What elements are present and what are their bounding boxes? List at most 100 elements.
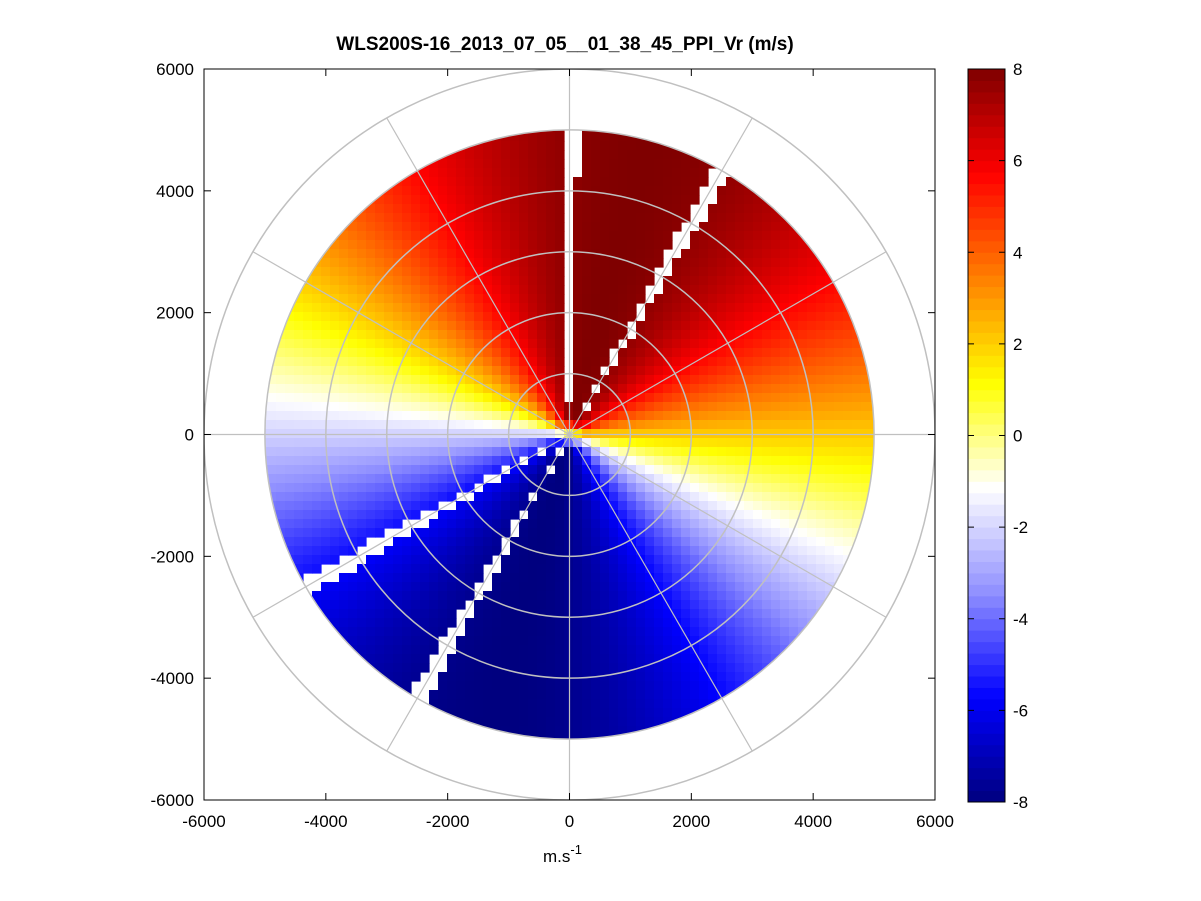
velocity-cell bbox=[384, 249, 394, 259]
velocity-cell bbox=[303, 303, 313, 313]
velocity-cell bbox=[294, 357, 304, 367]
velocity-cell bbox=[528, 429, 538, 439]
velocity-cell bbox=[591, 699, 601, 709]
velocity-cell bbox=[321, 465, 331, 475]
velocity-cell bbox=[537, 357, 547, 367]
velocity-cell bbox=[546, 303, 556, 313]
velocity-cell bbox=[456, 420, 466, 430]
velocity-cell bbox=[321, 339, 331, 349]
velocity-cell bbox=[744, 231, 754, 241]
velocity-cell bbox=[465, 420, 475, 430]
velocity-cell bbox=[789, 564, 799, 574]
velocity-cell bbox=[420, 573, 430, 583]
velocity-cell bbox=[609, 582, 619, 592]
colorbar-step bbox=[968, 286, 1005, 299]
velocity-cell bbox=[519, 681, 529, 691]
velocity-cell bbox=[402, 213, 412, 223]
velocity-cell bbox=[321, 384, 331, 394]
velocity-cell bbox=[447, 582, 457, 592]
velocity-cell bbox=[699, 375, 709, 385]
velocity-cell bbox=[744, 555, 754, 565]
velocity-cell bbox=[744, 582, 754, 592]
velocity-cell bbox=[726, 636, 736, 646]
velocity-cell bbox=[582, 285, 592, 295]
velocity-cell bbox=[303, 438, 313, 448]
velocity-cell bbox=[798, 519, 808, 529]
velocity-cell bbox=[483, 285, 493, 295]
velocity-cell bbox=[573, 438, 583, 448]
velocity-cell bbox=[564, 654, 574, 664]
velocity-cell bbox=[582, 600, 592, 610]
velocity-cell bbox=[429, 249, 439, 259]
velocity-cell bbox=[546, 681, 556, 691]
velocity-cell bbox=[510, 150, 520, 160]
velocity-cell bbox=[753, 528, 763, 538]
velocity-cell bbox=[690, 402, 700, 412]
velocity-cell bbox=[618, 465, 628, 475]
velocity-cell bbox=[402, 627, 412, 637]
velocity-cell bbox=[474, 312, 484, 322]
velocity-cell bbox=[420, 627, 430, 637]
velocity-cell bbox=[780, 537, 790, 547]
velocity-cell bbox=[321, 330, 331, 340]
velocity-cell bbox=[780, 501, 790, 511]
velocity-cell bbox=[591, 717, 601, 727]
velocity-cell bbox=[816, 411, 826, 421]
velocity-cell bbox=[573, 267, 583, 277]
velocity-cell bbox=[717, 411, 727, 421]
velocity-cell bbox=[438, 267, 448, 277]
velocity-cell bbox=[789, 573, 799, 583]
velocity-cell bbox=[510, 159, 520, 169]
velocity-cell bbox=[735, 636, 745, 646]
velocity-cell bbox=[465, 294, 475, 304]
velocity-cell bbox=[456, 294, 466, 304]
velocity-cell bbox=[717, 573, 727, 583]
velocity-cell bbox=[762, 528, 772, 538]
velocity-cell bbox=[870, 411, 875, 421]
velocity-cell bbox=[834, 429, 844, 439]
velocity-cell bbox=[663, 654, 673, 664]
velocity-cell bbox=[393, 267, 403, 277]
velocity-cell bbox=[798, 528, 808, 538]
velocity-cell bbox=[771, 438, 781, 448]
velocity-cell bbox=[501, 285, 511, 295]
velocity-cell bbox=[663, 375, 673, 385]
colorbar-step bbox=[968, 527, 1005, 540]
velocity-cell bbox=[501, 357, 511, 367]
velocity-cell bbox=[510, 294, 520, 304]
velocity-cell bbox=[564, 555, 574, 565]
velocity-cell bbox=[447, 204, 457, 214]
velocity-cell bbox=[483, 375, 493, 385]
colorbar-tick-label: -4 bbox=[1013, 610, 1028, 629]
velocity-cell bbox=[708, 546, 718, 556]
velocity-cell bbox=[645, 645, 655, 655]
velocity-cell bbox=[663, 672, 673, 682]
velocity-cell bbox=[591, 240, 601, 250]
velocity-cell bbox=[843, 330, 853, 340]
velocity-cell bbox=[555, 636, 565, 646]
velocity-cell bbox=[555, 681, 565, 691]
velocity-cell bbox=[672, 672, 682, 682]
velocity-cell bbox=[735, 357, 745, 367]
velocity-cell bbox=[312, 564, 322, 574]
velocity-cell bbox=[573, 276, 583, 286]
velocity-cell bbox=[294, 510, 304, 520]
velocity-cell bbox=[672, 168, 682, 178]
velocity-cell bbox=[312, 276, 322, 286]
velocity-cell bbox=[537, 177, 547, 187]
velocity-cell bbox=[672, 528, 682, 538]
velocity-cell bbox=[492, 672, 502, 682]
velocity-cell bbox=[735, 384, 745, 394]
velocity-cell bbox=[555, 717, 565, 727]
velocity-cell bbox=[564, 582, 574, 592]
velocity-cell bbox=[483, 591, 493, 601]
velocity-cell bbox=[528, 357, 538, 367]
velocity-cell bbox=[591, 177, 601, 187]
velocity-cell bbox=[339, 537, 349, 547]
velocity-cell bbox=[447, 366, 457, 376]
velocity-cell bbox=[519, 330, 529, 340]
velocity-cell bbox=[600, 447, 610, 457]
velocity-cell bbox=[771, 573, 781, 583]
velocity-cell bbox=[654, 438, 664, 448]
velocity-cell bbox=[321, 474, 331, 484]
